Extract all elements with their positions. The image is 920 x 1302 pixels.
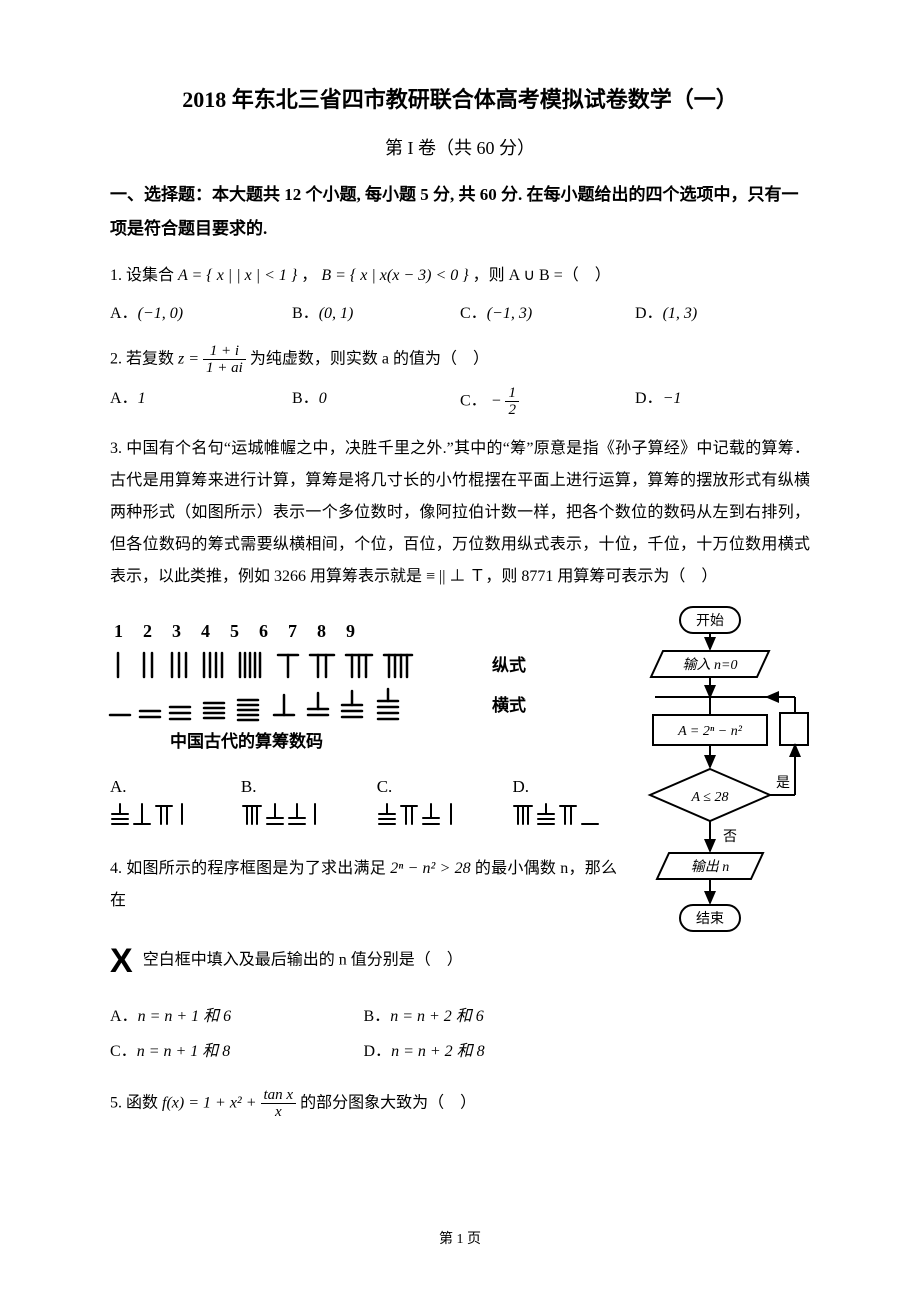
suanchou-figure: 1 2 3 4 5 6 7 8 9 [110, 615, 617, 758]
q2-optB: B．0 [292, 385, 460, 419]
q3-optC: C. [377, 772, 477, 839]
q4-optC: C．n = n + 1 和 8 [110, 1038, 364, 1067]
q1-setA: A = { x | | x | < 1 } [178, 267, 297, 284]
q3-optD: D. [512, 772, 617, 839]
q1-stem-post: ，则 A ∪ B =（ ） [473, 267, 611, 284]
section-header: 一、选择题：本大题共 12 个小题, 每小题 5 分, 共 60 分. 在每小题… [110, 178, 810, 246]
suanchou-horizontal-row: 横式 [110, 687, 617, 721]
svg-text:结束: 结束 [696, 911, 724, 927]
q1-between: ， [301, 267, 317, 284]
q2-optC: C． − 12 [460, 385, 635, 419]
q1-options: A．(−1, 0) B．(0, 1) C．(−1, 3) D．(1, 3) [110, 300, 810, 329]
q3-q4-layout: 1 2 3 4 5 6 7 8 9 [110, 605, 810, 1127]
question-4-line1: 4. 如图所示的程序框图是为了求出满足 2ⁿ − n² > 28 的最小偶数 n… [110, 853, 617, 917]
q1-optA: A．(−1, 0) [110, 300, 292, 329]
flowchart-svg: 开始 输入 n=0 A = 2ⁿ − n² A ≤ 28 是 [635, 605, 810, 975]
svg-text:是: 是 [776, 776, 790, 791]
q2-optA: A．1 [110, 385, 292, 419]
q1-optD: D．(1, 3) [635, 300, 810, 329]
q3-options: A. B. C. [110, 772, 617, 839]
q1-optC: C．(−1, 3) [460, 300, 635, 329]
svg-text:A = 2ⁿ − n²: A = 2ⁿ − n² [677, 724, 743, 739]
q4-optD: D．n = n + 2 和 8 [364, 1038, 618, 1067]
blank-box-icon: X [110, 927, 133, 995]
q1-setB: B = { x | x(x − 3) < 0 } [321, 267, 468, 284]
question-2: 2. 若复数 z = 1 + i 1 + ai 为纯虚数，则实数 a 的值为（ … [110, 343, 810, 377]
question-1: 1. 设集合 A = { x | | x | < 1 } ， B = { x |… [110, 260, 810, 292]
q2-optD: D．−1 [635, 385, 810, 419]
page-title: 2018 年东北三省四市教研联合体高考模拟试卷数学（一） [110, 80, 810, 120]
question-5: 5. 函数 f(x) = 1 + x² + tan xx 的部分图象大致为（ ） [110, 1087, 617, 1121]
q2-stem-pre: 2. 若复数 [110, 350, 178, 367]
svg-text:否: 否 [723, 830, 737, 845]
question-4-line2: X 空白框中填入及最后输出的 n 值分别是（ ） [110, 927, 617, 995]
q1-stem-pre: 1. 设集合 [110, 267, 178, 284]
suanchou-vertical-svg [110, 647, 470, 681]
flowchart: 开始 输入 n=0 A = 2ⁿ − n² A ≤ 28 是 [635, 605, 810, 986]
q1-optB: B．(0, 1) [292, 300, 460, 329]
suanchou-digits: 1 2 3 4 5 6 7 8 9 [110, 615, 617, 647]
q2-stem-post: 为纯虚数，则实数 a 的值为（ ） [250, 350, 489, 367]
suanchou-vertical-row: 纵式 [110, 647, 617, 681]
q3-optB: B. [241, 772, 341, 839]
q2-options: A．1 B．0 C． − 12 D．−1 [110, 385, 810, 419]
q4-optA: A．n = n + 1 和 6 [110, 1003, 364, 1032]
svg-text:输入 n=0: 输入 n=0 [683, 657, 738, 673]
q4-options: A．n = n + 1 和 6 B．n = n + 2 和 6 C．n = n … [110, 1003, 617, 1073]
q2-z: z = [178, 350, 203, 367]
question-3: 3. 中国有个名句“运城帷幄之中，决胜千里之外.”其中的“筹”原意是指《孙子算经… [110, 433, 810, 593]
svg-text:A ≤ 28: A ≤ 28 [691, 790, 729, 805]
q4-optB: B．n = n + 2 和 6 [364, 1003, 618, 1032]
suanchou-caption: 中国古代的算筹数码 [170, 727, 617, 758]
svg-text:开始: 开始 [696, 613, 724, 629]
svg-text:输出 n: 输出 n [691, 859, 730, 875]
suanchou-horizontal-svg [110, 687, 470, 721]
page-footer: 第 1 页 [110, 1227, 810, 1252]
subtitle: 第 I 卷（共 60 分） [110, 132, 810, 164]
q2-frac: 1 + i 1 + ai [203, 343, 246, 377]
q3-optA: A. [110, 772, 205, 839]
